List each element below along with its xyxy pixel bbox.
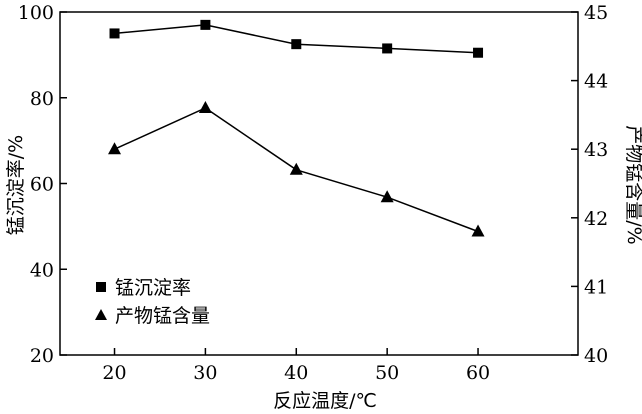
right-y-axis-title: 产物锰含量/% [623,125,642,244]
right-y-tick-label: 41 [584,276,608,298]
x-tick-label: 50 [375,362,399,384]
left-y-tick-label: 40 [30,259,54,281]
right-y-tick-label: 45 [584,2,608,24]
legend: 锰沉淀率 产物锰含量 [95,277,210,327]
triangle-marker [380,190,394,203]
left-y-axis: 20 40 60 80 100 [18,2,67,367]
triangle-marker [198,101,212,114]
square-marker [200,19,211,30]
triangle-marker [108,142,122,155]
x-axis: 20 30 40 50 60 [102,348,490,384]
right-y-tick-label: 43 [584,139,608,161]
x-tick-label: 40 [284,362,308,384]
square-marker [382,43,393,54]
left-y-tick-label: 80 [30,88,54,110]
left-y-tick-label: 20 [30,345,54,367]
right-y-tick-label: 44 [584,71,608,93]
legend-label-product-manganese-content: 产物锰含量 [115,305,210,327]
right-y-tick-label: 40 [584,345,608,367]
triangle-marker [471,224,485,237]
x-tick-label: 60 [466,362,490,384]
right-y-tick-label: 42 [584,208,608,230]
square-marker [109,28,120,39]
legend-square-marker [96,282,106,292]
square-marker [291,39,302,50]
x-tick-label: 20 [102,362,126,384]
square-marker [473,47,484,58]
left-y-tick-label: 100 [18,2,54,24]
legend-triangle-marker [95,309,107,320]
right-y-axis: 40 41 42 43 44 45 [571,2,608,367]
legend-label-manganese-precipitation: 锰沉淀率 [115,277,191,299]
plot-frame [59,11,579,356]
left-y-tick-label: 60 [30,174,54,196]
x-axis-title: 反应温度/℃ [273,390,377,412]
series-layer [108,19,485,237]
x-tick-label: 30 [193,362,217,384]
left-y-axis-title: 锰沉淀率/% [5,135,27,235]
triangle-marker [289,162,303,175]
